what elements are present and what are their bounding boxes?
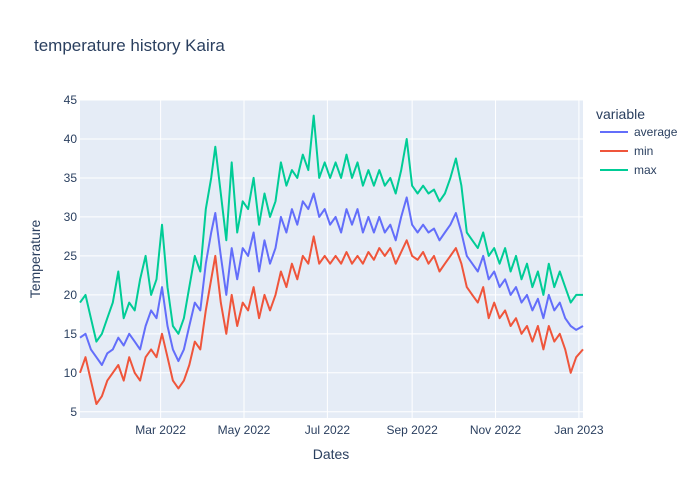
plot-area bbox=[80, 100, 583, 418]
series-layer bbox=[79, 114, 584, 405]
x-tick-label: Jul 2022 bbox=[305, 423, 351, 437]
series-line-average[interactable] bbox=[79, 192, 584, 366]
y-tick-label: 15 bbox=[64, 327, 78, 341]
x-tick-label: Sep 2022 bbox=[386, 423, 438, 437]
legend-label: min bbox=[634, 144, 653, 158]
grid bbox=[80, 99, 583, 418]
y-tick-label: 20 bbox=[64, 288, 78, 302]
y-tick-label: 5 bbox=[70, 405, 77, 419]
legend-label: max bbox=[634, 163, 657, 177]
y-tick-label: 10 bbox=[64, 366, 78, 380]
y-tick-label: 30 bbox=[64, 210, 78, 224]
legend[interactable]: variable average min max bbox=[596, 106, 678, 177]
series-line-min[interactable] bbox=[79, 235, 584, 405]
x-tick-label: Jan 2023 bbox=[554, 423, 604, 437]
legend-label: average bbox=[634, 125, 678, 139]
y-tick-label: 40 bbox=[64, 132, 78, 146]
y-tick-label: 35 bbox=[64, 171, 78, 185]
x-tick-label: Nov 2022 bbox=[470, 423, 522, 437]
chart-title: temperature history Kaira bbox=[34, 36, 225, 55]
y-tick-label: 45 bbox=[64, 93, 78, 107]
legend-title: variable bbox=[596, 106, 645, 122]
legend-item-average[interactable]: average bbox=[600, 125, 678, 139]
tick-labels: 5 10 15 20 25 30 35 40 45 Mar 2022 May 2022 Jul 202… bbox=[64, 93, 604, 437]
legend-item-min[interactable]: min bbox=[600, 144, 653, 158]
x-axis-title: Dates bbox=[313, 446, 350, 462]
x-tick-label: May 2022 bbox=[218, 423, 271, 437]
y-tick-label: 25 bbox=[64, 249, 78, 263]
series-line-max[interactable] bbox=[79, 114, 583, 343]
legend-item-max[interactable]: max bbox=[600, 163, 657, 177]
x-tick-label: Mar 2022 bbox=[135, 423, 186, 437]
y-axis-title: Temperature bbox=[27, 219, 43, 298]
